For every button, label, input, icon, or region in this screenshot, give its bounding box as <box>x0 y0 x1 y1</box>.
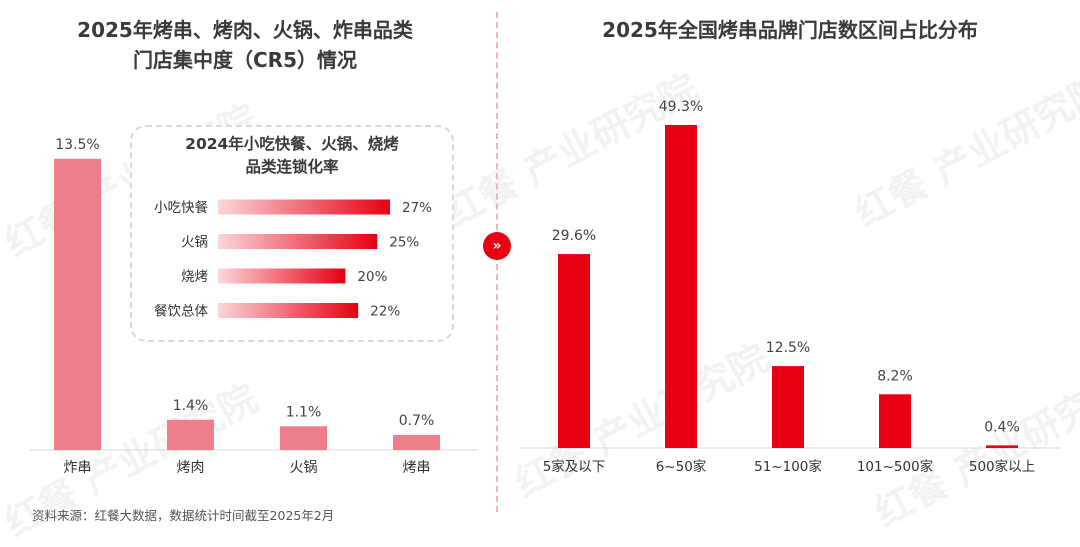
right-bar-value-label: 8.2% <box>877 368 913 384</box>
panel-divider <box>496 12 498 512</box>
double-chevron-right-icon: » <box>483 232 511 260</box>
inset-bar-value-label: 20% <box>357 269 387 285</box>
right-bar-chart: 29.6% 5家及以下 49.3% 6~50家 12.5% 51~100家 8.2% 101~… <box>520 99 1060 475</box>
right-bar-4 <box>879 394 911 448</box>
right-bar-value-label: 49.3% <box>659 99 703 115</box>
right-chart-title: 2025年全国烤串品牌门店数区间占比分布 <box>602 18 978 42</box>
left-category-label: 烤肉 <box>177 460 205 476</box>
inset-panel: 2024年小吃快餐、火锅、烧烤 品类连锁化率 小吃快餐 27% 火锅 25% 烧烤 20%… <box>130 125 454 342</box>
source-note: 资料来源：红餐大数据，数据统计时间截至2025年2月 <box>32 508 335 523</box>
right-category-label: 51~100家 <box>754 458 822 475</box>
left-category-label: 火锅 <box>290 460 318 476</box>
right-bar-3 <box>772 366 804 448</box>
left-bar-value-label: 13.5% <box>55 137 99 153</box>
right-bar-value-label: 29.6% <box>552 228 596 244</box>
left-title-line2: 门店集中度（CR5）情况 <box>133 48 357 72</box>
right-bar-value-label: 0.4% <box>984 419 1020 435</box>
inset-bar-1 <box>218 199 390 215</box>
inset-bar-2 <box>218 234 378 249</box>
right-bar-5 <box>986 445 1018 448</box>
left-category-label: 炸串 <box>64 460 92 476</box>
inset-category-label: 火锅 <box>181 235 208 251</box>
right-category-label: 101~500家 <box>857 458 934 475</box>
inset-bar-chart: 小吃快餐 27% 火锅 25% 烧烤 20% 餐饮总体 22% <box>154 199 432 320</box>
right-bar-1 <box>558 254 590 448</box>
left-bar-chart: 13.5% 炸串 1.4% 烤肉 1.1% 火锅 0.7% 烤串 <box>30 137 478 476</box>
left-bar-2 <box>167 419 214 450</box>
left-bar-4 <box>393 434 440 450</box>
inset-category-label: 烧烤 <box>181 269 208 285</box>
inset-bar-value-label: 25% <box>389 235 419 251</box>
left-bar-value-label: 0.7% <box>399 413 435 429</box>
inset-title-line2: 品类连锁化率 <box>245 158 339 176</box>
left-category-label: 烤串 <box>403 460 431 476</box>
inset-category-label: 小吃快餐 <box>154 200 208 216</box>
inset-category-label: 餐饮总体 <box>154 304 208 320</box>
inset-bar-4 <box>218 303 359 318</box>
right-category-label: 6~50家 <box>656 458 707 475</box>
left-bar-value-label: 1.1% <box>286 404 322 420</box>
inset-bar-value-label: 27% <box>402 200 432 216</box>
right-category-label: 500家以上 <box>969 458 1035 475</box>
left-bar-1 <box>54 158 101 451</box>
right-bar-value-label: 12.5% <box>766 340 810 356</box>
left-bar-3 <box>280 426 327 450</box>
right-bar-2 <box>665 125 697 448</box>
left-title-line1: 2025年烤串、烤肉、火锅、炸串品类 <box>77 18 413 42</box>
inset-title: 2024年小吃快餐、火锅、烧烤 品类连锁化率 <box>132 133 452 179</box>
inset-title-line1: 2024年小吃快餐、火锅、烧烤 <box>185 135 399 153</box>
page: { "left_panel": { "title_line1": "2025年烤… <box>0 12 1080 546</box>
right-category-label: 5家及以下 <box>543 458 606 475</box>
left-bar-value-label: 1.4% <box>173 398 209 414</box>
inset-bar-value-label: 22% <box>370 304 400 320</box>
left-chart-title: 2025年烤串、烤肉、火锅、炸串品类 门店集中度（CR5）情况 <box>20 15 470 75</box>
inset-bar-3 <box>218 268 346 284</box>
